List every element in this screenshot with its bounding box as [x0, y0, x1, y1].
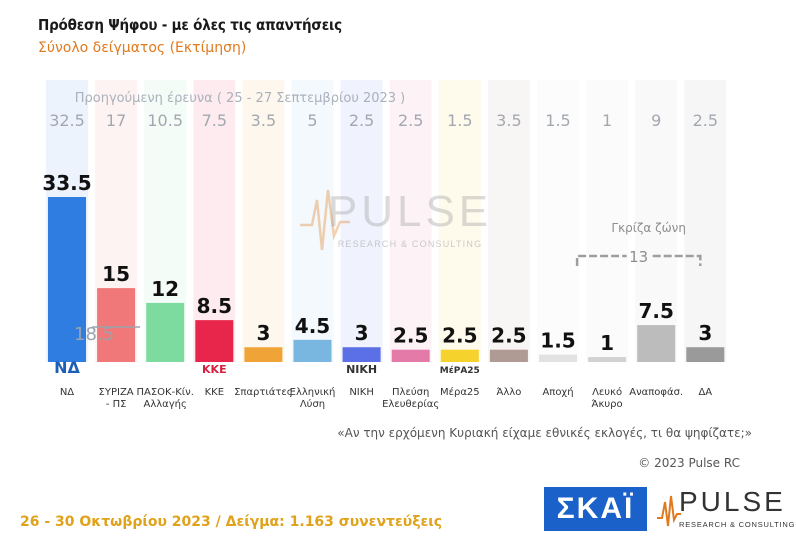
category-label: Μέρα25	[440, 386, 480, 398]
value-label: 2.5	[393, 324, 428, 348]
survey-footer: 26 - 30 Οκτωβρίου 2023 / Δείγμα: 1.163 σ…	[20, 514, 443, 530]
bar	[48, 197, 86, 362]
syriza-marker-label: 18.5	[74, 324, 114, 345]
survey-question: «Αν την ερχόμενη Κυριακή είχαμε εθνικές …	[337, 426, 752, 440]
category-label: ΠΑΣΟΚ-Κίν.	[136, 386, 193, 398]
category-label: Αναποφάσ.	[629, 386, 683, 398]
previous-value: 2.5	[349, 111, 374, 130]
previous-value: 10.5	[147, 111, 183, 130]
bar	[146, 302, 185, 362]
previous-value: 1.5	[545, 111, 570, 130]
value-label: 1.5	[540, 329, 575, 353]
background-band	[684, 80, 727, 362]
bar	[637, 325, 676, 362]
background-band	[340, 80, 383, 362]
category-label: Λευκό	[592, 386, 622, 398]
watermark-wave-icon	[300, 189, 350, 251]
bar	[440, 349, 479, 362]
previous-value: 2.5	[398, 111, 423, 130]
value-label: 3	[256, 321, 270, 345]
value-label: 15	[102, 262, 130, 286]
previous-value: 1.5	[447, 111, 472, 130]
bar	[195, 320, 234, 362]
category-label: Αλλαγής	[143, 398, 186, 410]
skai-logo: ΣΚΑΪ	[544, 487, 647, 531]
background-band	[537, 80, 579, 362]
value-label: 2.5	[442, 324, 477, 348]
bar	[244, 347, 283, 362]
pulse-watermark	[300, 189, 350, 251]
watermark-word: PULSE	[328, 187, 492, 236]
category-label: ΔΑ	[698, 387, 712, 398]
bar	[539, 354, 577, 362]
category-label: Σπαρτιάτες	[234, 386, 293, 398]
category-label: Πλεύση	[392, 386, 429, 398]
value-label: 8.5	[197, 294, 232, 318]
previous-value: 1	[602, 111, 612, 130]
bar	[342, 347, 381, 362]
bar	[588, 357, 627, 362]
previous-value: 32.5	[49, 111, 85, 130]
value-label: 3	[698, 321, 712, 345]
pulse-logo-word: PULSE	[679, 486, 786, 517]
background-band	[438, 80, 481, 362]
background-band	[635, 80, 678, 362]
grey-zone-total: 13	[629, 248, 648, 266]
grey-zone-bracket	[575, 254, 702, 266]
category-label: ΝΙΚΗ	[349, 387, 374, 398]
category-label: ΝΔ	[60, 387, 74, 398]
grey-zone-label: Γκρίζα ζώνη	[611, 221, 686, 235]
value-label: 1	[600, 331, 614, 355]
value-label: 7.5	[638, 299, 673, 323]
background-band	[291, 80, 334, 362]
bar	[686, 347, 725, 362]
category-label: Ελληνική	[290, 386, 336, 398]
chart-title: Πρόθεση Ψήφου - με όλες τις απαντήσεις	[38, 16, 342, 34]
party-logo: ΚΚΕ	[202, 363, 227, 376]
category-label: Άλλο	[496, 386, 521, 398]
bar	[391, 349, 430, 362]
category-label: ΚΚΕ	[205, 387, 224, 398]
background-band	[586, 80, 629, 362]
previous-value: 17	[106, 111, 126, 130]
value-label: 12	[151, 277, 179, 301]
pulse-logo-sub: RESEARCH & CONSULTING	[679, 520, 796, 529]
party-logo: ΝΙΚΗ	[346, 363, 377, 376]
value-label: 3	[355, 321, 369, 345]
previous-value: 9	[651, 111, 661, 130]
previous-value: 3.5	[251, 111, 276, 130]
category-label: Αποχή	[542, 386, 573, 398]
bar	[293, 339, 332, 362]
category-label: Ελευθερίας	[382, 398, 439, 410]
watermark-sub: RESEARCH & CONSULTING	[338, 239, 483, 249]
category-label: ΣΥΡΙΖΑ	[99, 387, 134, 398]
previous-value: 7.5	[202, 111, 227, 130]
previous-survey-label: Προηγούμενη έρευνα ( 25 - 27 Σεπτεμβρίου…	[75, 91, 406, 106]
vote-intention-chart: PULSE RESEARCH & CONSULTING Προηγούμενη έρ…	[42, 80, 727, 410]
background-band	[487, 80, 530, 362]
party-logo: ΝΔ	[54, 358, 80, 377]
chart-subtitle: Σύνολο δείγματος (Εκτίμηση)	[38, 40, 247, 56]
background-band	[389, 80, 432, 362]
background-band	[193, 80, 236, 362]
copyright-note: © 2023 Pulse RC	[638, 456, 740, 470]
bar	[489, 349, 528, 362]
previous-value: 3.5	[496, 111, 521, 130]
category-label: Λύση	[300, 398, 325, 410]
pulse-logo: PULSE RESEARCH & CONSULTING	[657, 484, 794, 534]
party-logo: ΜέΡΑ25	[440, 365, 480, 376]
value-label: 2.5	[491, 324, 526, 348]
pulse-wave-icon	[657, 495, 681, 527]
previous-value: 2.5	[693, 111, 718, 130]
bar	[97, 288, 136, 362]
previous-value: 5	[307, 111, 317, 130]
category-label: - ΠΣ	[106, 399, 127, 410]
value-label: 33.5	[42, 171, 91, 195]
background-band	[242, 80, 285, 362]
value-label: 4.5	[295, 314, 330, 338]
category-label: Άκυρο	[592, 398, 623, 410]
